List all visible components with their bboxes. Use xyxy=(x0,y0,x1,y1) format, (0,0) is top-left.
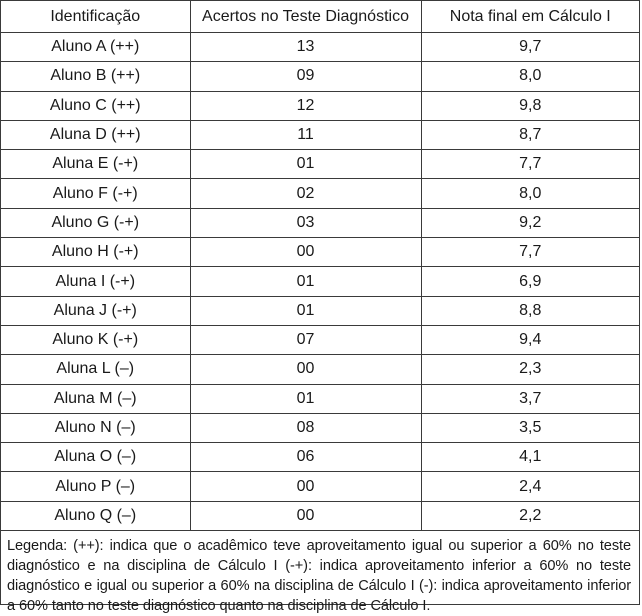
table-row: Aluno H (-+) 00 7,7 xyxy=(1,237,639,268)
cell-final-grade: 8,0 xyxy=(420,178,639,209)
cell-final-grade: 9,7 xyxy=(420,31,639,63)
cell-identification: Aluna D (++) xyxy=(1,119,191,151)
header-identification: Identificação xyxy=(1,1,191,33)
table-row: Aluna M (–) 01 3,7 xyxy=(1,383,639,414)
cell-identification: Aluno Q (–) xyxy=(1,500,191,532)
cell-identification: Aluno H (-+) xyxy=(1,237,191,268)
cell-identification: Aluna E (-+) xyxy=(1,149,191,180)
table-header-row: Identificação Acertos no Teste Diagnósti… xyxy=(1,1,639,33)
cell-diagnostic-score: 09 xyxy=(189,61,422,92)
results-table: Identificação Acertos no Teste Diagnósti… xyxy=(1,1,639,532)
table-row: Aluno A (++) 13 9,7 xyxy=(1,31,639,63)
cell-final-grade: 8,8 xyxy=(420,295,639,326)
cell-final-grade: 3,5 xyxy=(420,412,639,444)
cell-diagnostic-score: 02 xyxy=(189,178,422,209)
cell-diagnostic-score: 03 xyxy=(189,207,422,239)
table-row: Aluno C (++) 12 9,8 xyxy=(1,90,639,121)
cell-identification: Aluno F (-+) xyxy=(1,178,191,209)
cell-diagnostic-score: 07 xyxy=(189,324,422,356)
table-body: Aluno A (++) 13 9,7 Aluno B (++) 09 8,0 Aluno … xyxy=(1,31,639,532)
cell-final-grade: 2,2 xyxy=(420,500,639,532)
cell-final-grade: 2,4 xyxy=(420,471,639,502)
cell-identification: Aluna L (–) xyxy=(1,354,191,385)
cell-diagnostic-score: 00 xyxy=(189,354,422,385)
table-row: Aluna D (++) 11 8,7 xyxy=(1,119,639,151)
cell-final-grade: 2,3 xyxy=(420,354,639,385)
cell-diagnostic-score: 11 xyxy=(189,119,422,151)
table-row: Aluno Q (–) 00 2,2 xyxy=(1,500,639,532)
cell-diagnostic-score: 01 xyxy=(189,295,422,326)
cell-identification: Aluna J (-+) xyxy=(1,295,191,326)
cell-diagnostic-score: 01 xyxy=(189,266,422,297)
table-row: Aluno P (–) 00 2,4 xyxy=(1,471,639,502)
table-row: Aluna J (-+) 01 8,8 xyxy=(1,295,639,326)
table-row: Aluna L (–) 00 2,3 xyxy=(1,354,639,385)
cell-diagnostic-score: 00 xyxy=(189,237,422,268)
cell-identification: Aluno B (++) xyxy=(1,61,191,92)
table-row: Aluno K (-+) 07 9,4 xyxy=(1,324,639,356)
cell-diagnostic-score: 00 xyxy=(189,500,422,532)
cell-final-grade: 3,7 xyxy=(420,383,639,414)
table-row: Aluno B (++) 09 8,0 xyxy=(1,61,639,92)
header-final-grade: Nota final em Cálculo I xyxy=(420,1,639,33)
cell-diagnostic-score: 12 xyxy=(189,90,422,121)
cell-identification: Aluno G (-+) xyxy=(1,207,191,239)
cell-identification: Aluna I (-+) xyxy=(1,266,191,297)
cell-final-grade: 7,7 xyxy=(420,149,639,180)
cell-final-grade: 8,0 xyxy=(420,61,639,92)
cell-diagnostic-score: 01 xyxy=(189,149,422,180)
cell-final-grade: 6,9 xyxy=(420,266,639,297)
cell-identification: Aluno P (–) xyxy=(1,471,191,502)
table-row: Aluno N (–) 08 3,5 xyxy=(1,412,639,444)
table-row: Aluno G (-+) 03 9,2 xyxy=(1,207,639,239)
cell-identification: Aluno A (++) xyxy=(1,31,191,63)
cell-diagnostic-score: 08 xyxy=(189,412,422,444)
cell-identification: Aluna O (–) xyxy=(1,442,191,473)
table-row: Aluna O (–) 06 4,1 xyxy=(1,442,639,473)
cell-final-grade: 8,7 xyxy=(420,119,639,151)
table-legend: Legenda: (++): indica que o acadêmico te… xyxy=(7,538,631,615)
table-row: Aluna E (-+) 01 7,7 xyxy=(1,149,639,180)
table-row: Aluno F (-+) 02 8,0 xyxy=(1,178,639,209)
cell-diagnostic-score: 13 xyxy=(189,31,422,63)
cell-diagnostic-score: 06 xyxy=(189,442,422,473)
cell-identification: Aluna M (–) xyxy=(1,383,191,414)
cell-final-grade: 9,4 xyxy=(420,324,639,356)
cell-diagnostic-score: 00 xyxy=(189,471,422,502)
cell-identification: Aluno K (-+) xyxy=(1,324,191,356)
cell-final-grade: 4,1 xyxy=(420,442,639,473)
cell-final-grade: 9,2 xyxy=(420,207,639,239)
cell-diagnostic-score: 01 xyxy=(189,383,422,414)
cell-identification: Aluno C (++) xyxy=(1,90,191,121)
table-row: Aluna I (-+) 01 6,9 xyxy=(1,266,639,297)
cell-final-grade: 7,7 xyxy=(420,237,639,268)
header-diagnostic-test-score: Acertos no Teste Diagnóstico xyxy=(189,1,422,33)
cell-final-grade: 9,8 xyxy=(420,90,639,121)
cell-identification: Aluno N (–) xyxy=(1,412,191,444)
